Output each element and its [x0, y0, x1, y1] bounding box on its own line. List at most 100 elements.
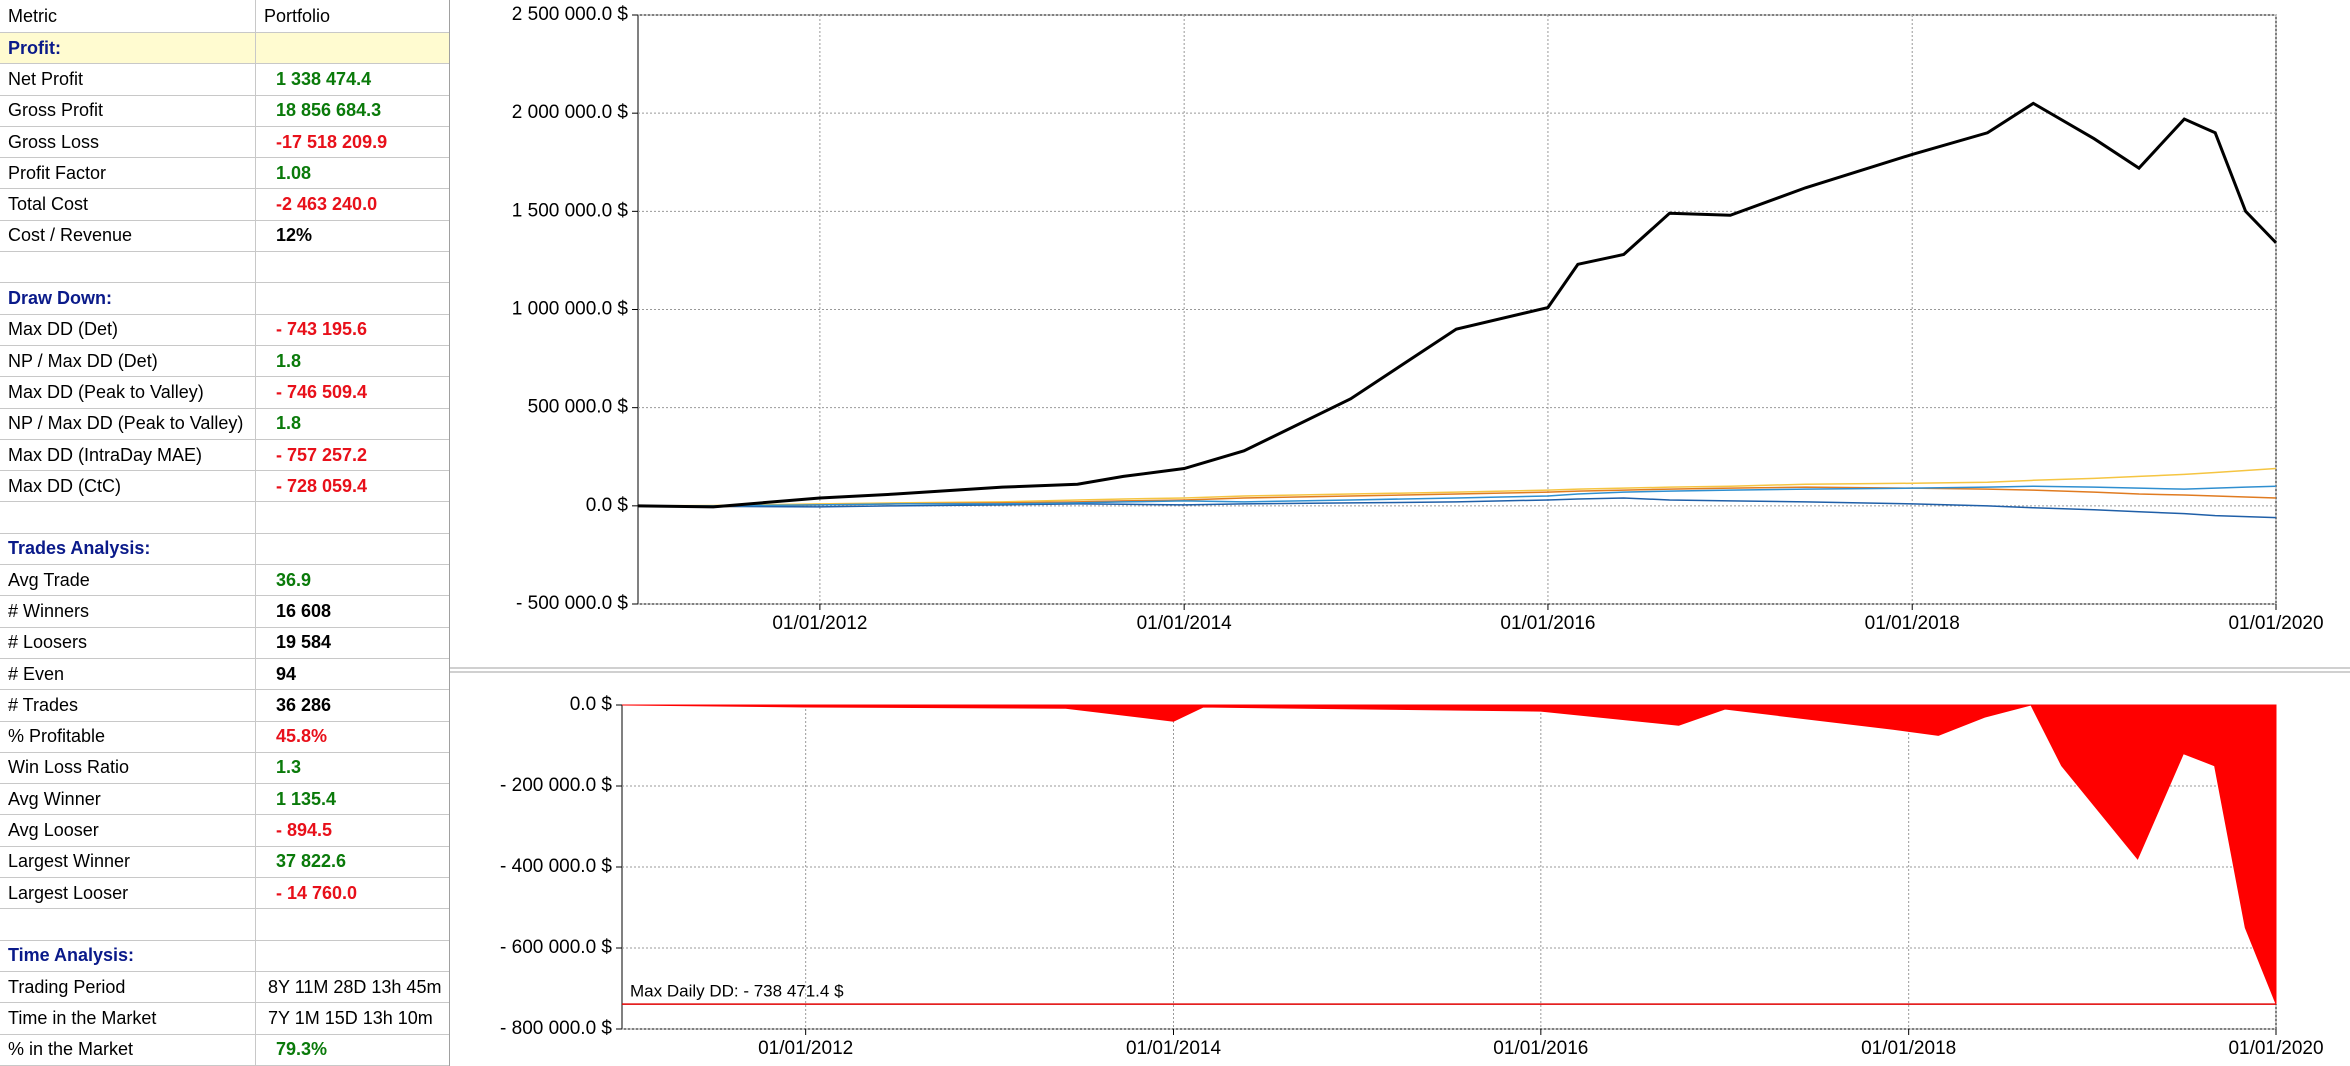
cell: 1.3: [256, 753, 449, 783]
cell: [0, 909, 256, 940]
metric-label: Net Profit: [0, 64, 256, 95]
x-tick-label: 01/01/2016: [1493, 1038, 1588, 1059]
x-tick-label: 01/01/2012: [772, 613, 867, 634]
table-row: Draw Down:: [0, 283, 449, 315]
charts: - 500 000.0 $ 0.0 $ 500 000.0 $ 1 000 000.0…: [450, 4, 2350, 1059]
metric-label: Max DD (IntraDay MAE): [0, 439, 256, 471]
metric-value: 1.3: [276, 757, 302, 778]
y-tick-label: 0.0 $: [570, 694, 613, 715]
y-tick-label: 2 000 000.0 $: [512, 102, 629, 123]
cell: 45.8%: [256, 722, 449, 752]
table-row: Avg Looser - 894.5: [0, 815, 449, 847]
table-row: Profit Factor 1.08: [0, 158, 449, 190]
metric-value: 37 822.6: [276, 851, 347, 872]
header-cell: Portfolio: [264, 5, 331, 26]
cell: 16 608: [256, 596, 449, 626]
table-row: [0, 909, 449, 941]
section-label: Draw Down:: [0, 283, 256, 314]
metric-label: Profit Factor: [0, 158, 256, 189]
x-tick-label: 01/01/2018: [1865, 613, 1960, 634]
metric-value: 79.3%: [276, 1039, 328, 1060]
table-row: Cost / Revenue 12%: [0, 220, 449, 253]
metric-label: Max DD (Peak to Valley): [0, 377, 256, 408]
metric-value: 1.8: [276, 413, 302, 434]
metric-label: Largest Looser: [0, 878, 256, 909]
cell: [256, 941, 449, 971]
table-row: Largest Looser - 14 760.0: [0, 878, 449, 910]
metric-value: 8Y 11M 28D 13h 45m: [268, 976, 442, 997]
cell: 1 135.4: [256, 784, 449, 814]
x-tick-label: 01/01/2014: [1137, 613, 1233, 634]
cell: - 14 760.0: [256, 878, 449, 908]
metric-label: # Loosers: [0, 627, 256, 658]
table-row: NP / Max DD (Det) 1.8: [0, 345, 449, 378]
table-row: Win Loss Ratio 1.3: [0, 752, 449, 785]
cell: [256, 283, 449, 313]
annotation: Max Daily DD: - 738 471.4 $: [630, 982, 844, 1001]
cell: 36.9: [256, 565, 449, 595]
y-tick-label: - 400 000.0 $: [500, 856, 612, 877]
metric-label: # Even: [0, 658, 256, 690]
y-tick-label: - 200 000.0 $: [500, 775, 612, 796]
table-row: # Even 94: [0, 658, 449, 691]
cell: 7Y 1M 15D 13h 10m: [256, 1003, 449, 1033]
cell: -2 463 240.0: [256, 189, 449, 219]
table-row: Net Profit 1 338 474.4: [0, 64, 449, 96]
y-tick-label: 1 000 000.0 $: [512, 299, 629, 320]
table-row: [0, 502, 449, 534]
table-row: # Winners 16 608: [0, 596, 449, 628]
metric-value: 36 286: [276, 694, 332, 715]
table-row: Time Analysis:: [0, 940, 449, 972]
y-tick-label: 2 500 000.0 $: [512, 4, 629, 25]
metric-label: Max DD (CtC): [0, 471, 256, 502]
x-tick-label: 01/01/2020: [2228, 1038, 2323, 1059]
cell: [256, 252, 449, 282]
metric-label: Gross Profit: [0, 95, 256, 126]
y-tick-label: 1 500 000.0 $: [512, 200, 629, 221]
x-tick-label: 01/01/2012: [758, 1038, 853, 1059]
cell: [256, 502, 449, 532]
cell: 18 856 684.3: [256, 96, 449, 126]
metric-value: - 743 195.6: [276, 319, 368, 340]
table-row: Largest Winner 37 822.6: [0, 846, 449, 879]
table-row: % in the Market 79.3%: [0, 1034, 449, 1066]
series-line: [637, 467, 2277, 507]
cell: 36 286: [256, 690, 449, 720]
y-tick-label: - 800 000.0 $: [500, 1018, 612, 1039]
metric-value: 18 856 684.3: [276, 100, 382, 121]
plot-area: [621, 704, 2277, 1030]
metric-label: Largest Winner: [0, 846, 256, 878]
metric-label: # Trades: [0, 690, 256, 721]
table-row: Max DD (Det) - 743 195.6: [0, 314, 449, 346]
metric-value: - 757 257.2: [276, 444, 368, 465]
metric-label: Total Cost: [0, 189, 256, 220]
table-row: % Profitable 45.8%: [0, 721, 449, 753]
cell: - 894.5: [256, 815, 449, 845]
metric-value: -17 518 209.9: [276, 131, 388, 152]
metric-value: 12%: [276, 225, 313, 246]
metric-value: - 14 760.0: [276, 882, 358, 903]
metric-value: 1.08: [276, 162, 312, 183]
cell: - 743 195.6: [256, 315, 449, 345]
cell: 1 338 474.4: [256, 64, 449, 94]
cell: 1.08: [256, 158, 449, 188]
cell: [256, 33, 449, 63]
cell: 79.3%: [256, 1035, 449, 1065]
metric-label: NP / Max DD (Det): [0, 345, 256, 377]
x-tick-label: 01/01/2016: [1500, 613, 1595, 634]
cell: - 757 257.2: [256, 440, 449, 470]
cell: - 746 509.4: [256, 377, 449, 407]
y-tick-label: 500 000.0 $: [528, 397, 629, 418]
x-tick-label: 01/01/2018: [1861, 1038, 1956, 1059]
cell: 37 822.6: [256, 847, 449, 877]
table-row: [0, 252, 449, 284]
cell: [256, 909, 449, 939]
table-row: Time in the Market 7Y 1M 15D 13h 10m: [0, 1003, 449, 1035]
metric-label: Avg Winner: [0, 784, 256, 815]
cell: 1.8: [256, 409, 449, 439]
metric-label: Max DD (Det): [0, 314, 256, 345]
cell: - 728 059.4: [256, 471, 449, 501]
metric-label: NP / Max DD (Peak to Valley): [0, 408, 256, 439]
metric-value: 36.9: [276, 569, 312, 590]
metric-label: Time in the Market: [0, 1003, 256, 1034]
